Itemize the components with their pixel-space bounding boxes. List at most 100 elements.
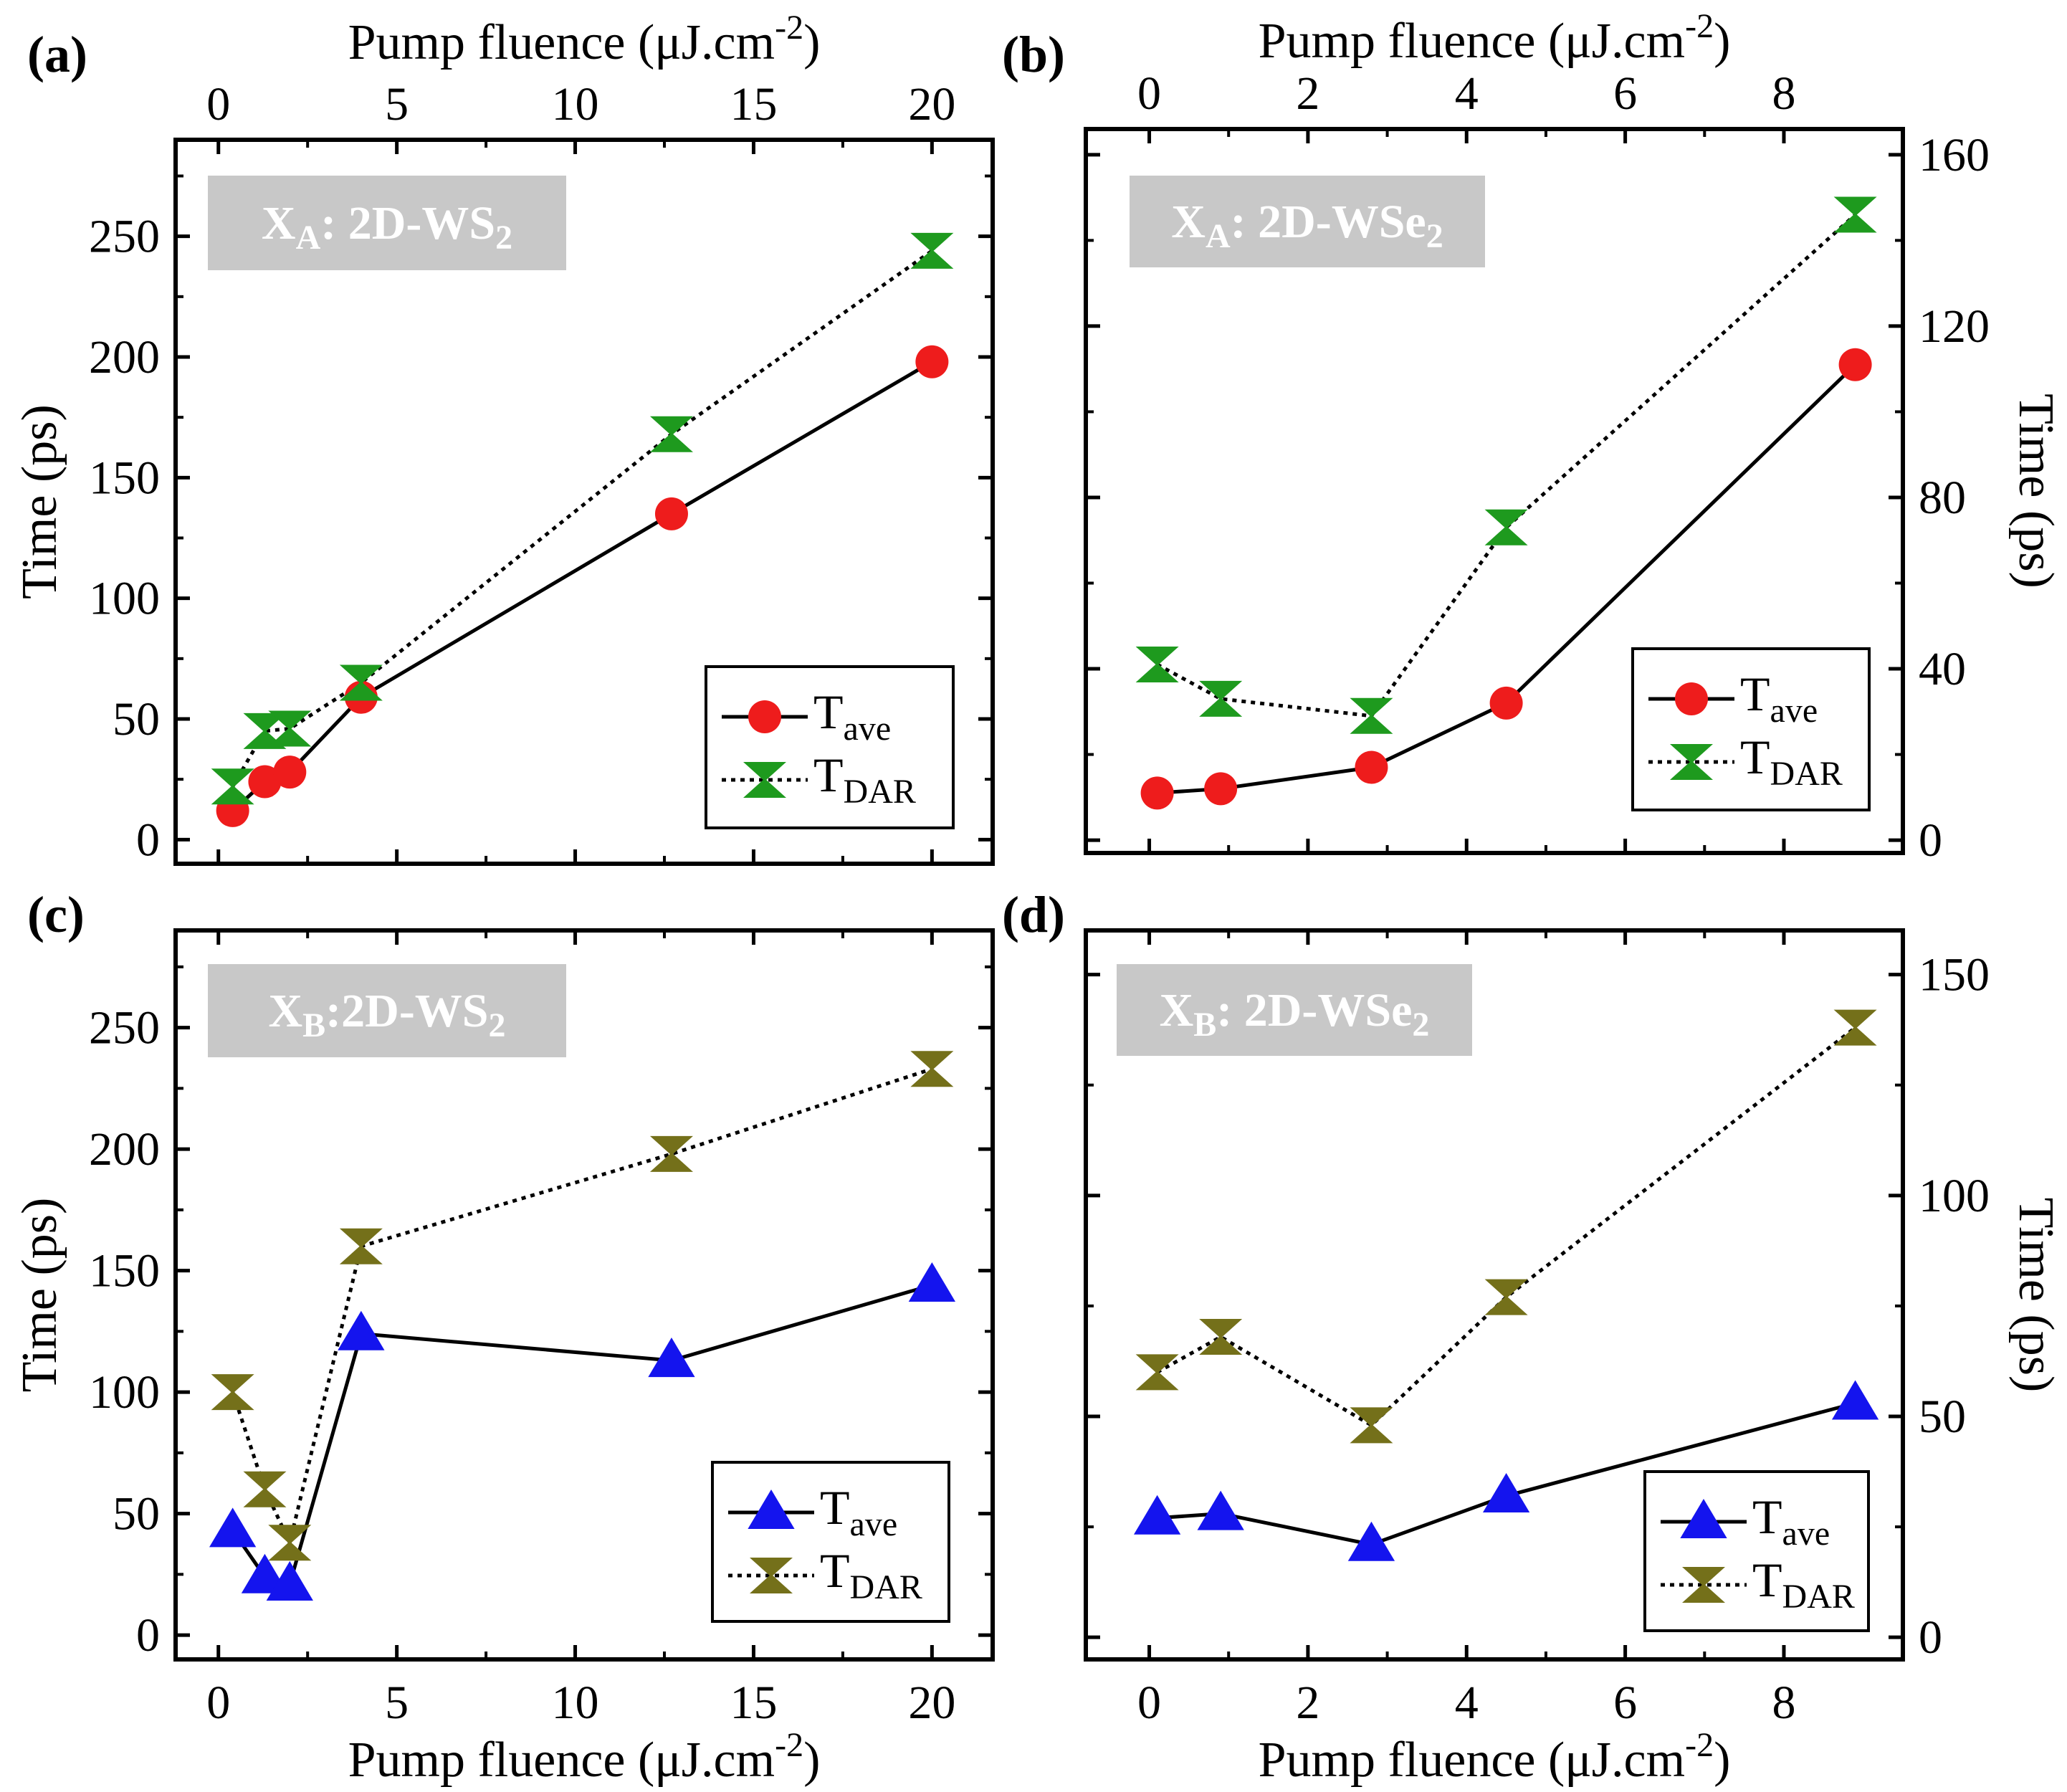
data-point-t-ave [915,345,949,378]
y-tick-label: 200 [89,331,160,383]
legend-label: Tave [813,685,891,748]
series-line-t-dar [231,249,933,788]
legend-marker [748,700,781,733]
data-point-t-ave [209,1507,257,1548]
legend-marker [743,762,786,798]
data-point-t-ave [1197,1490,1244,1530]
y-tick-label: 0 [1919,1611,1942,1664]
data-point-t-dar [1350,697,1393,734]
x-tick-label: 4 [1455,1677,1479,1729]
legend-label: TDAR [1752,1553,1855,1616]
data-point-t-ave [654,497,688,530]
y-tick-label: 150 [89,452,160,504]
data-point-t-dar [268,710,312,747]
data-point-t-ave [1355,750,1388,784]
x-tick-label: 20 [908,78,955,130]
panel-label: (a) [27,26,87,83]
x-tick-label: 10 [552,78,599,130]
x-tick-label: 0 [1137,67,1161,120]
data-point-t-dar [1833,1009,1877,1046]
data-point-t-dar [1135,647,1179,683]
data-point-t-ave [648,1338,695,1378]
data-point-t-ave [1838,348,1872,381]
y-tick-label: 100 [89,573,160,625]
legend-label: Tave [1752,1490,1830,1553]
plot-frame [173,928,995,1662]
y-tick-label: 200 [89,1123,160,1176]
sample-badge-text: XB: 2D-WSe2 [1160,984,1430,1044]
data-point-t-dar [910,1051,954,1087]
y-tick-label: 0 [136,814,160,866]
legend-label: Tave [1740,667,1818,730]
data-point-t-ave [1489,686,1523,720]
y-tick-label: 120 [1919,300,1990,353]
legend-marker [1680,1499,1727,1539]
sample-badge-text: XB:2D-WS2 [268,985,505,1044]
data-point-t-dar [649,1135,693,1172]
y-tick-label: 0 [1919,814,1942,867]
legend-marker [748,1490,795,1530]
panel-label: (d) [1002,886,1065,943]
legend-box [705,665,955,829]
sample-badge [208,964,566,1057]
legend-label: TDAR [1740,730,1843,793]
data-point-t-ave [248,765,282,799]
x-tick-label: 10 [552,1677,599,1729]
data-point-t-dar [339,1228,383,1264]
x-tick-label: 2 [1296,1677,1319,1729]
legend-marker [1675,682,1708,715]
x-axis-title: Pump fluence (μJ.cm-2) [1259,7,1731,69]
legend-marker [1682,1567,1725,1603]
legend-label: TDAR [813,748,916,811]
data-point-t-dar [1833,196,1877,233]
data-point-t-dar [243,1471,287,1507]
data-point-t-dar [268,1525,312,1561]
panel-label: (b) [1002,26,1065,83]
legend-box [1631,647,1871,811]
data-point-t-dar [1484,509,1528,545]
y-axis-title: Time (ps) [12,1198,67,1393]
data-point-t-dar [1199,1319,1243,1355]
data-point-t-dar [1484,1279,1528,1315]
y-tick-label: 50 [113,693,160,745]
data-point-t-ave [338,1310,385,1350]
data-point-t-ave [1204,772,1238,806]
legend-box [711,1461,950,1623]
x-axis-title: Pump fluence (μJ.cm-2) [348,9,821,70]
data-point-t-ave [1347,1521,1395,1561]
data-point-t-dar [211,768,254,805]
y-axis-title: Time (ps) [12,404,67,599]
y-tick-label: 100 [89,1366,160,1419]
y-tick-label: 80 [1919,472,1966,524]
sample-badge [208,176,566,270]
x-tick-label: 8 [1772,67,1795,120]
x-tick-label: 15 [730,78,777,130]
data-point-t-ave [1831,1380,1879,1420]
data-point-t-ave [1140,776,1174,810]
x-tick-label: 4 [1455,67,1479,120]
x-tick-label: 0 [1137,1677,1161,1729]
legend-label: TDAR [820,1543,922,1606]
y-axis-title: Time (ps) [2008,394,2063,588]
x-tick-label: 6 [1613,67,1637,120]
x-tick-label: 2 [1296,67,1319,120]
x-tick-label: 5 [385,78,409,130]
data-point-t-dar [649,416,693,452]
x-tick-label: 5 [385,1677,409,1729]
y-axis-title: Time (ps) [2008,1198,2063,1393]
panel-d: (d) 0 2 4 6 8 0 50 100 150 Pump fluence (μJ.cm-2) T… [1002,886,2063,1788]
data-point-t-ave [241,1553,289,1593]
y-tick-label: 50 [113,1488,160,1540]
y-tick-label: 150 [1919,949,1990,1001]
data-point-t-dar [1135,1354,1179,1391]
y-tick-label: 100 [1919,1170,1990,1222]
data-point-t-ave [266,1560,313,1601]
data-point-t-dar [1350,1407,1393,1444]
y-tick-label: 150 [89,1245,160,1297]
legend-marker [1670,744,1713,780]
